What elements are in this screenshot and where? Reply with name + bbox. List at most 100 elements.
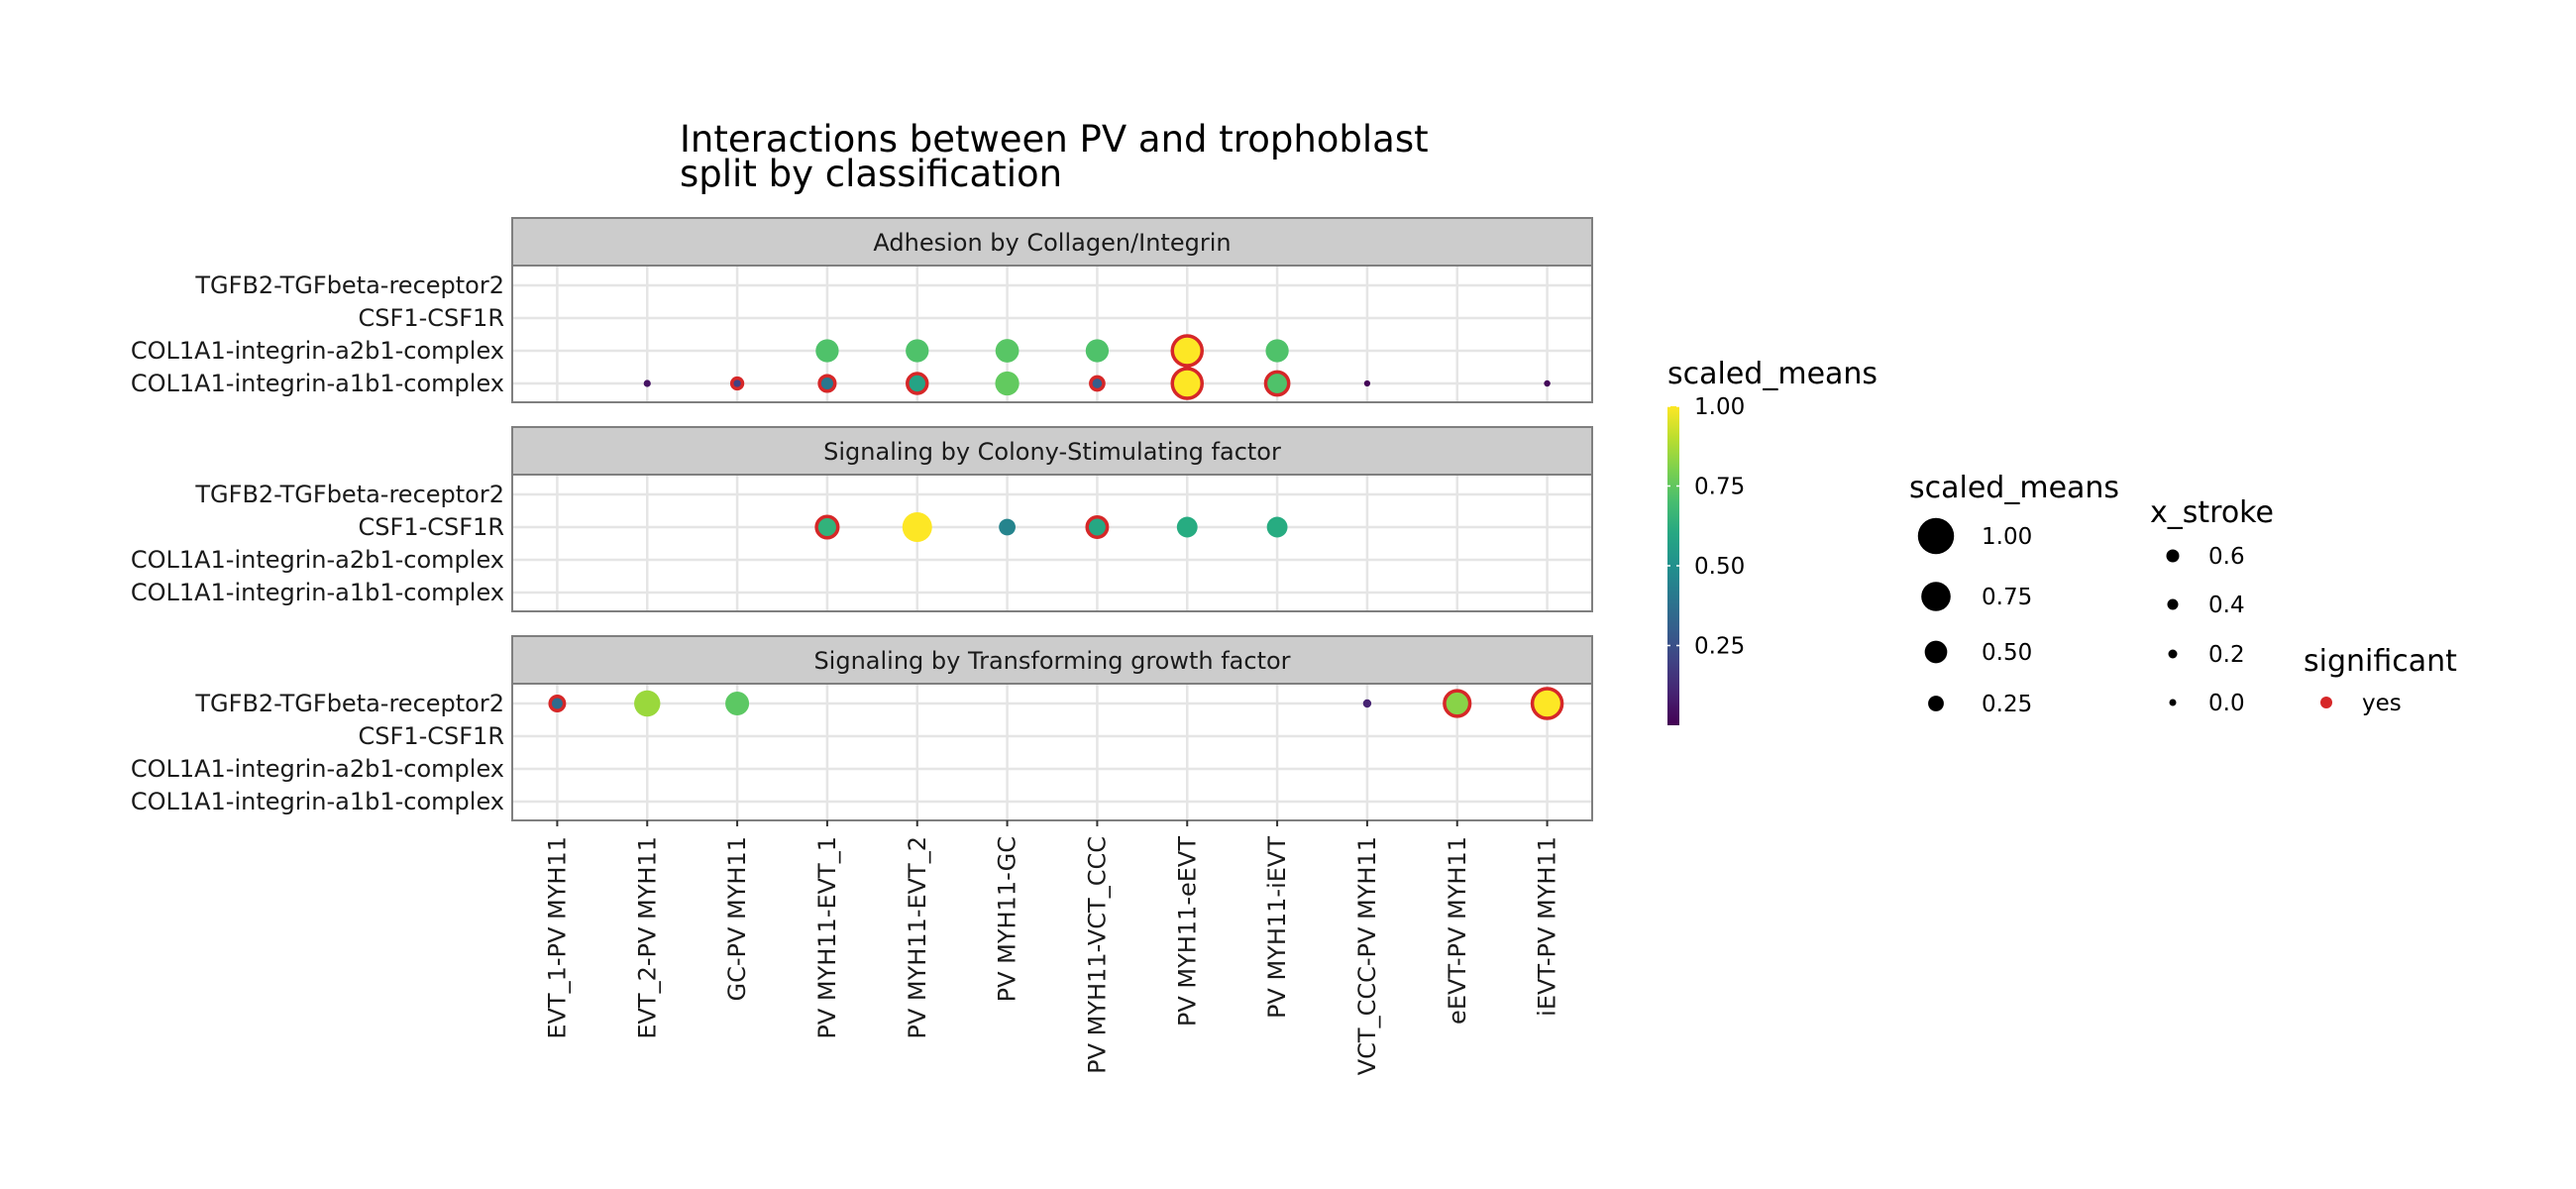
data-point-eevt-pv-myh11-tgfb2-tgfbeta-receptor2 [1443,689,1472,718]
facet-strip [511,217,1593,267]
size-legend-label: 0.25 [1982,692,2032,717]
facet-strip-label: Signaling by Transforming growth factor [813,647,1290,675]
size-legend: scaled_means 1.00 0.75 0.50 0.25 [1909,471,2119,717]
data-point-pv-myh11-eevt-csf1-csf1r [1176,516,1198,538]
x-tick-label: PV MYH11-iEVT [1263,836,1291,1019]
data-point-pv-myh11-evt-2-col1a1-integrin-a1b1-complex [906,372,929,395]
data-point-pv-myh11-evt-2-col1a1-integrin-a2b1-complex [906,339,929,363]
stroke-legend: x_stroke 0.6 0.4 0.2 0.0 [2150,495,2274,716]
y-tick-label: COL1A1-integrin-a1b1-complex [131,788,504,815]
color-legend-title: scaled_means [1667,357,1878,391]
data-point-pv-myh11-vct-ccc-csf1-csf1r [1085,515,1110,539]
y-tick-label: COL1A1-integrin-a2b1-complex [131,546,504,574]
stroke-legend-label: 0.0 [2208,691,2245,716]
size-legend-key [1921,582,1951,611]
size-legend-key [1924,640,1948,664]
panel-background [512,684,1592,820]
stroke-legend-label: 0.6 [2208,544,2245,570]
chart-title: Interactions between PV and trophoblasts… [680,118,1429,195]
x-tick-label: eEVT-PV MYH11 [1444,836,1471,1025]
significant-legend-label: yes [2362,691,2402,716]
x-tick-label: VCT_CCC-PV MYH11 [1353,836,1381,1075]
facet-strip-label: Signaling by Colony-Stimulating factor [823,438,1281,466]
data-point-ievt-pv-myh11-col1a1-integrin-a1b1-complex [1544,379,1551,387]
panel-border [511,474,1593,612]
panel-background [512,266,1592,402]
data-point-evt-2-pv-myh11-tgfb2-tgfbeta-receptor2 [634,690,661,717]
panel-border [511,265,1593,403]
size-legend-label: 0.75 [1982,585,2032,610]
data-point-pv-myh11-eevt-col1a1-integrin-a2b1-complex [1170,334,1204,368]
facet-panel-signaling-by-colony-stimulating-factor: Signaling by Colony-Stimulating factor TG… [131,426,1593,612]
significant-legend-title: significant [2304,644,2457,679]
y-tick-label: TGFB2-TGFbeta-receptor2 [194,481,504,508]
data-point-pv-myh11-ievt-csf1-csf1r [1266,516,1288,538]
facet-strip [511,426,1593,476]
significant-legend: significant yes [2304,644,2457,716]
data-point-gc-pv-myh11-col1a1-integrin-a1b1-complex [729,376,745,391]
stroke-legend-label: 0.2 [2208,642,2245,668]
colorbar-tick-label: 0.75 [1694,475,1745,500]
data-point-vct-ccc-pv-myh11-col1a1-integrin-a1b1-complex [1363,379,1371,387]
data-point-pv-myh11-vct-ccc-col1a1-integrin-a2b1-complex [1085,339,1110,363]
y-tick-label: TGFB2-TGFbeta-receptor2 [194,271,504,299]
size-legend-label: 1.00 [1982,524,2032,550]
y-tick-label: TGFB2-TGFbeta-receptor2 [194,690,504,717]
data-point-evt-1-pv-myh11-tgfb2-tgfbeta-receptor2 [548,695,567,712]
x-axis-tick-labels: EVT_1-PV MYH11 EVT_2-PV MYH11 GC-PV MYH11 P… [543,820,1561,1075]
facet-panels: Adhesion by Collagen/Integrin TGFB2-TGFbe… [131,217,1593,821]
size-legend-key [1917,517,1955,555]
color-legend: scaled_means 1.00 0.75 0.50 0.25 [1667,357,1878,725]
chart-title-line-1: Interactions between PV and trophoblast [680,118,1429,161]
panel-border [511,683,1593,821]
facet-strip-label: Adhesion by Collagen/Integrin [873,229,1231,257]
data-point-gc-pv-myh11-tgfb2-tgfbeta-receptor2 [725,692,750,715]
data-point-pv-myh11-vct-ccc-col1a1-integrin-a1b1-complex [1089,375,1106,392]
stroke-legend-label: 0.4 [2208,593,2245,618]
data-point-evt-2-pv-myh11-col1a1-integrin-a1b1-complex [643,379,651,387]
stroke-legend-title: x_stroke [2150,495,2274,530]
data-point-vct-ccc-pv-myh11-tgfb2-tgfbeta-receptor2 [1362,699,1372,708]
y-tick-label: COL1A1-integrin-a2b1-complex [131,337,504,365]
data-point-pv-myh11-ievt-col1a1-integrin-a2b1-complex [1265,339,1289,363]
panel-background [512,475,1592,611]
x-tick-label: EVT_1-PV MYH11 [543,836,571,1039]
y-tick-label: CSF1-CSF1R [359,513,504,541]
chart-title-line-2: split by classification [680,153,1062,195]
size-legend-key [1928,696,1944,711]
colorbar-tick-label: 0.25 [1694,634,1745,660]
y-tick-label: COL1A1-integrin-a1b1-complex [131,579,504,606]
y-tick-label: CSF1-CSF1R [359,304,504,332]
significant-legend-key [2320,697,2332,708]
colorbar-tick-label: 0.50 [1694,554,1745,580]
data-point-pv-myh11-gc-col1a1-integrin-a2b1-complex [995,339,1020,363]
data-point-pv-myh11-gc-csf1-csf1r [999,518,1016,536]
data-point-pv-myh11-evt-1-csf1-csf1r [814,514,840,540]
size-legend-title: scaled_means [1909,471,2119,505]
x-tick-label: PV MYH11-EVT_2 [904,836,931,1039]
stroke-legend-key [2166,549,2180,563]
colorbar-tick-label: 1.00 [1694,394,1745,420]
x-tick-label: PV MYH11-GC [994,836,1021,1002]
data-point-ievt-pv-myh11-tgfb2-tgfbeta-receptor2 [1530,687,1564,720]
x-tick-label: PV MYH11-EVT_1 [813,836,841,1039]
x-tick-label: PV MYH11-VCT_CCC [1083,836,1111,1074]
stroke-legend-key [2168,649,2178,659]
x-tick-label: GC-PV MYH11 [723,836,751,1002]
y-tick-label: COL1A1-integrin-a2b1-complex [131,755,504,783]
y-tick-label: COL1A1-integrin-a1b1-complex [131,370,504,397]
data-point-pv-myh11-eevt-col1a1-integrin-a1b1-complex [1170,367,1204,400]
x-tick-label: iEVT-PV MYH11 [1534,836,1561,1017]
data-point-pv-myh11-evt-2-csf1-csf1r [902,512,932,542]
data-point-pv-myh11-ievt-col1a1-integrin-a1b1-complex [1263,370,1291,397]
y-tick-label: CSF1-CSF1R [359,722,504,750]
x-tick-label: EVT_2-PV MYH11 [633,836,661,1039]
data-point-pv-myh11-gc-col1a1-integrin-a1b1-complex [995,371,1020,396]
data-point-pv-myh11-evt-1-col1a1-integrin-a1b1-complex [817,374,837,393]
facet-strip [511,635,1593,685]
x-tick-label: PV MYH11-eEVT [1173,836,1201,1027]
stroke-legend-key [2169,699,2177,706]
facet-panel-adhesion-by-collagen-integrin: Adhesion by Collagen/Integrin TGFB2-TGFbe… [131,217,1593,403]
